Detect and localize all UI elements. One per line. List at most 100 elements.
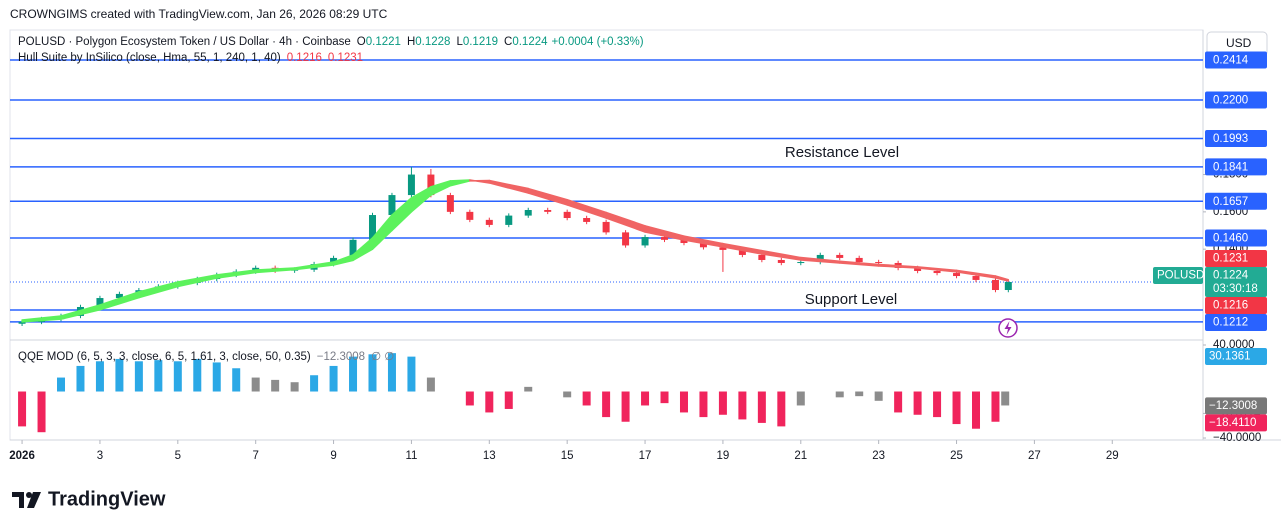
histogram-bar: [212, 362, 221, 392]
indicator-badge-label: −18.4110: [1209, 417, 1256, 429]
candle-body: [330, 257, 338, 265]
candle-body: [544, 209, 552, 212]
legend-indicator-value: 0.1231: [328, 52, 363, 64]
legend-symbol: POLUSD · Polygon Ecosystem Token / US Do…: [18, 36, 644, 48]
indicator-badge: [1205, 347, 1267, 365]
price-badge: [1205, 296, 1267, 314]
x-tick-label: 2026: [9, 450, 35, 462]
legend-ohlc-key: C: [504, 36, 512, 48]
candle-body: [466, 211, 474, 220]
attribution: CROWNGIMS created with TradingView.com, …: [10, 7, 388, 21]
histogram-bar: [57, 377, 66, 392]
legend-ohlc-value: 0.1219: [463, 36, 498, 48]
candle-body: [914, 268, 922, 271]
candle-body: [583, 218, 591, 222]
histogram-bar: [855, 391, 864, 397]
histogram-bar: [602, 391, 611, 418]
candle-body: [972, 276, 980, 280]
x-tick-label: 9: [330, 450, 336, 462]
level-label: 0.1460: [1213, 233, 1248, 245]
annotation-support: Support Level: [805, 291, 898, 308]
x-tick-label: 13: [483, 450, 496, 462]
indicator-badge: [1205, 397, 1267, 415]
hull-band: [994, 275, 1010, 282]
histogram-bar: [738, 391, 747, 420]
legend-qqe: QQE MOD (6, 5, 3, 3, close, 6, 5, 1.61, …: [18, 351, 394, 363]
histogram-bar: [349, 356, 358, 392]
histogram-bar: [679, 391, 688, 413]
level-badge: [1205, 91, 1267, 109]
candle-body: [427, 174, 435, 196]
legend-qqe-value: −12.3008: [317, 351, 365, 363]
candle-body: [96, 298, 104, 307]
histogram-bar: [115, 358, 124, 392]
alert-icon[interactable]: [998, 318, 1018, 338]
histogram-bar: [718, 391, 727, 415]
price-badge-label: 0.1231: [1213, 253, 1248, 265]
candle-body: [563, 211, 571, 219]
y-tick-label: −40.0000: [1213, 432, 1261, 444]
candle-body: [855, 257, 863, 263]
histogram-bar: [95, 361, 104, 392]
candle-body: [953, 273, 961, 277]
candle-body: [524, 209, 532, 216]
legend-indicator: Hull Suite by InSilico (close, Hma, 55, …: [18, 52, 363, 64]
histogram-bar: [660, 391, 669, 404]
indicator-badge: [1205, 414, 1267, 432]
price-badge: [1205, 266, 1267, 297]
candle-body: [797, 262, 805, 264]
candle-body: [368, 215, 376, 240]
histogram-bar: [485, 391, 494, 413]
x-tick-label: 11: [405, 450, 417, 462]
legend-ohlc-value: 0.1221: [366, 36, 401, 48]
histogram-bar: [154, 360, 163, 392]
candle-body: [641, 237, 649, 246]
candle-body: [816, 254, 824, 263]
logo-part: [26, 492, 32, 498]
level-label: 0.1993: [1213, 133, 1248, 145]
histogram-bar: [134, 361, 143, 392]
x-tick-label: 25: [950, 450, 963, 462]
level-label: 0.2200: [1213, 94, 1248, 106]
candle-body: [933, 270, 941, 274]
histogram-bar: [777, 391, 786, 427]
histogram-bar: [426, 377, 435, 392]
histogram-bar: [232, 368, 241, 392]
alert-bolt[interactable]: [1004, 321, 1012, 335]
histogram-bar: [37, 391, 46, 433]
price-badge-timer: 03:30:18: [1213, 283, 1258, 295]
histogram-bar: [465, 391, 474, 406]
histogram-bar: [407, 356, 416, 392]
level-badge: [1205, 192, 1267, 210]
currency[interactable]: USD: [1226, 36, 1252, 50]
candle-body: [446, 195, 454, 212]
level-badge: [1205, 158, 1267, 176]
histogram-bar: [563, 391, 572, 398]
indicator-badge-label: 30.1361: [1209, 351, 1251, 363]
level-badge: [1205, 130, 1267, 148]
level-badge: [1205, 51, 1267, 69]
histogram-bar: [757, 391, 766, 423]
logo-part: [12, 492, 24, 508]
histogram-bar: [271, 379, 280, 392]
histogram-bar: [621, 391, 630, 422]
histogram-bar: [76, 365, 85, 392]
histogram-bar: [329, 365, 338, 392]
histogram-bar: [524, 386, 533, 392]
x-tick-label: 23: [872, 450, 885, 462]
histogram-bar: [1001, 391, 1010, 406]
candle-body: [680, 239, 688, 244]
legend-qqe-title: QQE MOD (6, 5, 3, 3, close, 6, 5, 1.61, …: [18, 351, 311, 363]
level-badge: [1205, 229, 1267, 247]
marks-layer: [18, 166, 1012, 433]
candle-body: [836, 254, 844, 258]
histogram-bar: [641, 391, 650, 406]
level-label: 0.2414: [1213, 55, 1249, 67]
candle-body: [407, 174, 415, 196]
histogram-bar: [251, 377, 260, 392]
legend-ohlc-key: O: [357, 36, 366, 48]
histogram-bar: [368, 354, 377, 392]
candle-body: [505, 215, 513, 225]
histogram-bar: [972, 391, 981, 429]
